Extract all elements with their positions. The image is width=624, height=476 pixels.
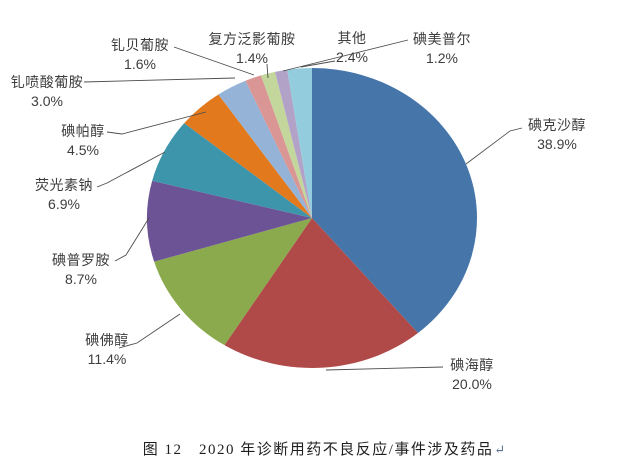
slice-label-percent: 2.4%: [336, 49, 368, 65]
leader-line-10: [282, 39, 409, 72]
paragraph-mark-icon: ↵: [494, 442, 506, 457]
slice-label-10: 碘美普尔 1.2%: [413, 30, 471, 68]
slice-label-3: 碘佛醇 11.4%: [85, 331, 129, 369]
slice-label-1: 碘克沙醇 38.9%: [528, 116, 586, 154]
leader-line-4: [114, 217, 150, 262]
slice-label-percent: 1.4%: [236, 50, 268, 66]
slice-label-9: 复方泛影葡胺 1.4%: [209, 30, 296, 68]
slice-label-name: 钆贝葡胺: [111, 37, 169, 53]
slice-label-name: 碘帕醇: [61, 123, 105, 139]
leader-line-1: [465, 127, 523, 165]
pie-slice-3: [154, 218, 312, 346]
slice-label-name: 碘美普尔: [413, 31, 471, 47]
slice-label-percent: 3.0%: [31, 93, 63, 109]
pie-slice-8: [245, 75, 312, 218]
leader-line-2: [325, 366, 444, 371]
figure-caption-text: 图 12 2020 年诊断用药不良反应/事件涉及药品: [142, 442, 494, 458]
slice-label-11: 其他 2.4%: [336, 29, 368, 67]
pie-slice-4: [146, 180, 312, 262]
slice-label-percent: 38.9%: [537, 136, 577, 152]
slice-label-percent: 20.0%: [452, 376, 492, 392]
slice-label-2: 碘海醇 20.0%: [450, 356, 494, 394]
pie-slice-5: [152, 123, 312, 218]
slice-label-7: 钆喷酸葡胺 3.0%: [11, 73, 84, 111]
slice-label-percent: 6.9%: [48, 196, 80, 212]
slice-label-name: 碘普罗胺: [52, 252, 110, 268]
slice-label-percent: 8.7%: [65, 271, 97, 287]
pie-slice-11: [287, 67, 312, 218]
slice-label-4: 碘普罗胺 8.7%: [52, 251, 110, 289]
figure-caption: 图 12 2020 年诊断用药不良反应/事件涉及药品↵: [24, 438, 624, 459]
slice-label-name: 其他: [337, 30, 367, 46]
leader-line-11: [300, 60, 336, 68]
leader-line-7: [83, 77, 236, 83]
leader-line-9: [266, 63, 269, 79]
pie-slice-9: [261, 71, 312, 218]
pie-slice-7: [218, 80, 312, 219]
slice-label-name: 钆喷酸葡胺: [10, 74, 84, 90]
slice-label-name: 碘海醇: [450, 357, 494, 373]
slice-label-percent: 11.4%: [87, 351, 127, 367]
slice-label-5: 荧光素钠 6.9%: [35, 176, 93, 214]
leader-line-8: [173, 46, 255, 76]
slice-label-percent: 1.2%: [426, 50, 458, 66]
pie-chart: [83, 39, 523, 371]
slice-label-name: 碘佛醇: [85, 332, 129, 348]
slice-label-name: 荧光素钠: [35, 177, 93, 193]
slice-label-name: 复方泛影葡胺: [208, 31, 296, 47]
pie-slice-10: [275, 69, 312, 218]
leader-line-5: [96, 151, 166, 188]
pie-slice-2: [224, 218, 418, 368]
slice-label-percent: 4.5%: [67, 142, 99, 158]
leader-line-3: [118, 313, 181, 349]
pie-slice-6: [184, 94, 312, 218]
slice-label-percent: 1.6%: [124, 56, 156, 72]
slice-label-name: 碘克沙醇: [528, 117, 586, 133]
slice-label-8: 钆贝葡胺 1.6%: [111, 36, 169, 74]
pie-slice-1: [312, 68, 477, 333]
leader-line-6: [106, 111, 207, 135]
slice-label-6: 碘帕醇 4.5%: [61, 122, 105, 160]
